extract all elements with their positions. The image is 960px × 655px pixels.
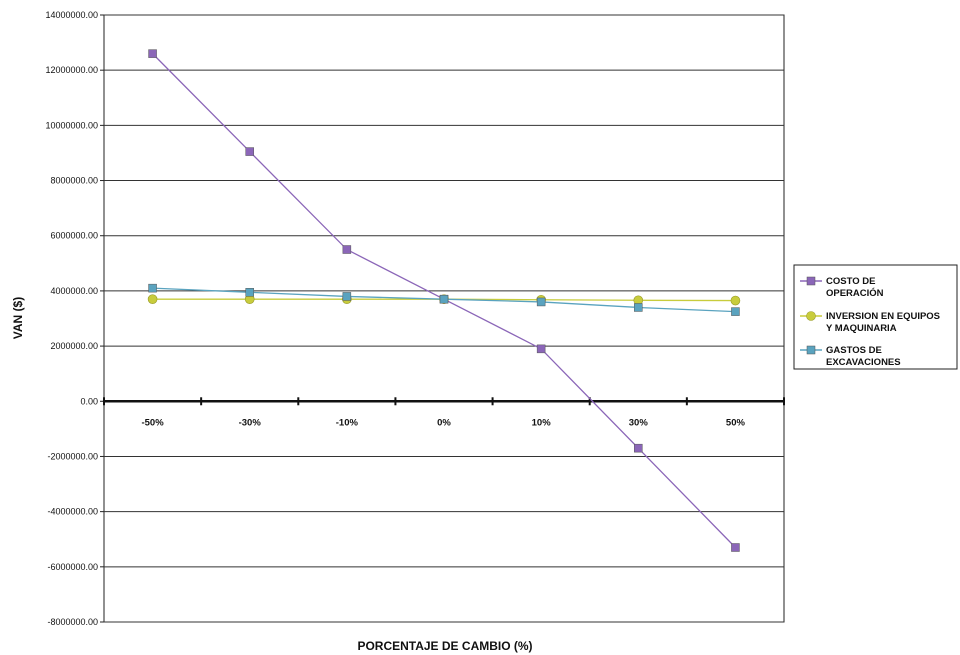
x-tick-label: -30% [239, 417, 262, 428]
plot-area: 14000000.00 12000000.00 10000000.00 8000000… [45, 10, 785, 627]
legend-swatch-marker [806, 311, 816, 321]
series-group [147, 49, 741, 552]
x-tick-label: 0% [437, 417, 451, 428]
series-3 [148, 283, 740, 316]
legend-label: GASTOS DE [826, 345, 882, 356]
legend-label: OPERACIÓN [826, 287, 884, 299]
data-point [731, 543, 740, 552]
data-point [536, 297, 546, 307]
legend-swatch-marker [806, 276, 816, 286]
y-axis-ticks: 14000000.00 12000000.00 10000000.00 8000000… [45, 10, 104, 627]
y-tick-label: 6000000.00 [50, 231, 98, 241]
y-tick-label: -6000000.00 [47, 562, 98, 572]
plot-frame [103, 14, 785, 623]
data-point [634, 443, 643, 453]
data-point [342, 292, 352, 301]
data-point [439, 294, 449, 304]
data-point [148, 49, 157, 58]
y-tick-label: 12000000.00 [45, 65, 98, 75]
legend-label: INVERSION EN EQUIPOS [826, 311, 940, 322]
y-tick-label: 10000000.00 [45, 120, 98, 130]
x-tick-label: -10% [336, 417, 359, 428]
data-point [245, 288, 254, 297]
data-point [730, 295, 741, 306]
data-point [342, 245, 352, 254]
x-tick-label: 30% [629, 417, 649, 428]
legend-box [793, 264, 958, 370]
y-tick-label: 2000000.00 [50, 341, 98, 351]
x-tick-label: -50% [141, 417, 164, 428]
y-tick-label: -8000000.00 [47, 617, 98, 627]
data-point [148, 283, 157, 293]
data-point [245, 147, 254, 156]
y-tick-label: 14000000.00 [45, 10, 98, 20]
legend-label: Y MAQUINARIA [826, 323, 897, 334]
legend-label: COSTO DE [826, 276, 875, 287]
y-tick-label: 8000000.00 [50, 176, 98, 186]
y-tick-label: -2000000.00 [47, 451, 98, 461]
x-axis-title: PORCENTAJE DE CAMBIO (%) [357, 639, 532, 653]
x-axis-tick-labels: -50% -30% -10% 0% 10% 30% 50% [141, 417, 745, 428]
legend-swatch-marker [806, 345, 816, 355]
x-tick-label: 50% [726, 417, 746, 428]
legend-label: EXCAVACIONES [826, 357, 901, 368]
y-tick-label: -4000000.00 [47, 507, 98, 517]
y-axis-title: VAN ($) [11, 297, 25, 339]
y-tick-label: 0.00 [80, 396, 98, 406]
data-point [536, 344, 546, 354]
data-point [147, 294, 158, 304]
data-point [731, 307, 740, 316]
x-tick-label: 10% [532, 417, 552, 428]
y-tick-label: 4000000.00 [50, 286, 98, 296]
data-point [634, 303, 643, 312]
